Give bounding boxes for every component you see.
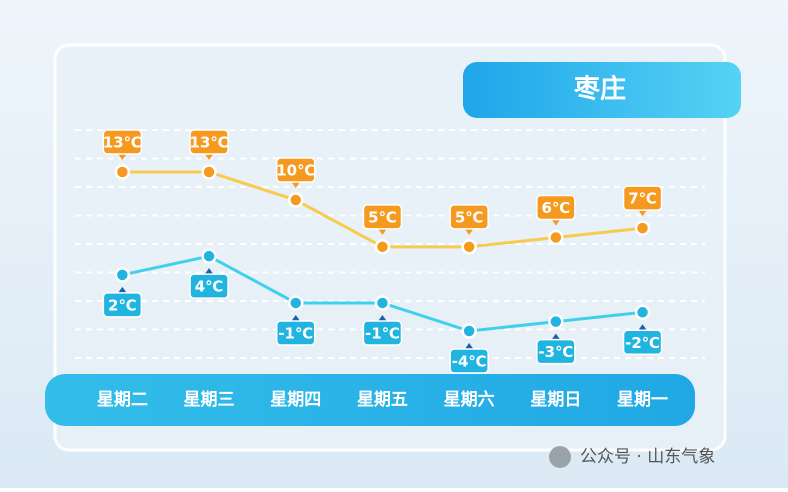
data-point xyxy=(114,267,131,283)
label-box xyxy=(362,320,403,346)
data-label: 2℃ xyxy=(108,296,137,314)
data-label: 5℃ xyxy=(368,208,397,226)
label-box xyxy=(622,329,663,356)
data-label: 13℃ xyxy=(103,134,142,152)
label-box xyxy=(449,204,489,230)
data-label: -1℃ xyxy=(365,324,400,342)
x-tick-label: 星期五 xyxy=(357,390,408,410)
data-point xyxy=(634,220,651,236)
x-tick-label: 星期四 xyxy=(270,390,321,410)
data-label: 6℃ xyxy=(542,199,571,217)
x-tick-label: 星期二 xyxy=(97,390,148,410)
x-tick-label: 星期六 xyxy=(444,389,495,410)
data-label: 10℃ xyxy=(276,162,315,180)
data-label: -2℃ xyxy=(625,334,660,352)
label-box xyxy=(362,204,403,230)
data-point xyxy=(288,295,304,311)
label-box xyxy=(276,320,316,346)
data-point xyxy=(114,164,131,180)
label-box xyxy=(189,129,229,155)
data-label: 13℃ xyxy=(190,134,229,152)
label-box xyxy=(102,292,143,318)
data-label: 4℃ xyxy=(195,278,224,296)
data-label: -1℃ xyxy=(278,324,313,342)
data-point xyxy=(461,323,477,339)
label-box xyxy=(536,338,576,365)
data-point xyxy=(374,295,391,311)
label-box xyxy=(276,157,316,183)
category-bar xyxy=(45,374,695,426)
data-point xyxy=(461,239,477,255)
label-box xyxy=(536,194,576,221)
x-tick-label: 星期一 xyxy=(617,390,668,410)
label-box xyxy=(102,129,143,155)
data-point xyxy=(634,304,651,321)
label-box xyxy=(189,273,229,299)
watermark: 公众号 · 山东气象 xyxy=(580,447,715,467)
data-point xyxy=(548,313,564,330)
data-point xyxy=(548,229,564,246)
data-label: 7℃ xyxy=(628,190,657,208)
data-point xyxy=(201,248,217,264)
watermark-icon xyxy=(549,446,571,468)
data-label: 5℃ xyxy=(455,208,484,226)
data-point xyxy=(201,164,217,180)
data-point xyxy=(374,239,391,255)
x-tick-label: 星期日 xyxy=(530,390,581,410)
label-box xyxy=(622,185,663,211)
data-label: -4℃ xyxy=(452,353,487,371)
data-point xyxy=(288,192,304,208)
title-tab xyxy=(463,62,741,118)
label-box xyxy=(449,348,489,374)
data-label: -3℃ xyxy=(538,343,573,361)
chart-title: 枣庄 xyxy=(573,74,626,105)
x-tick-label: 星期三 xyxy=(184,390,235,410)
